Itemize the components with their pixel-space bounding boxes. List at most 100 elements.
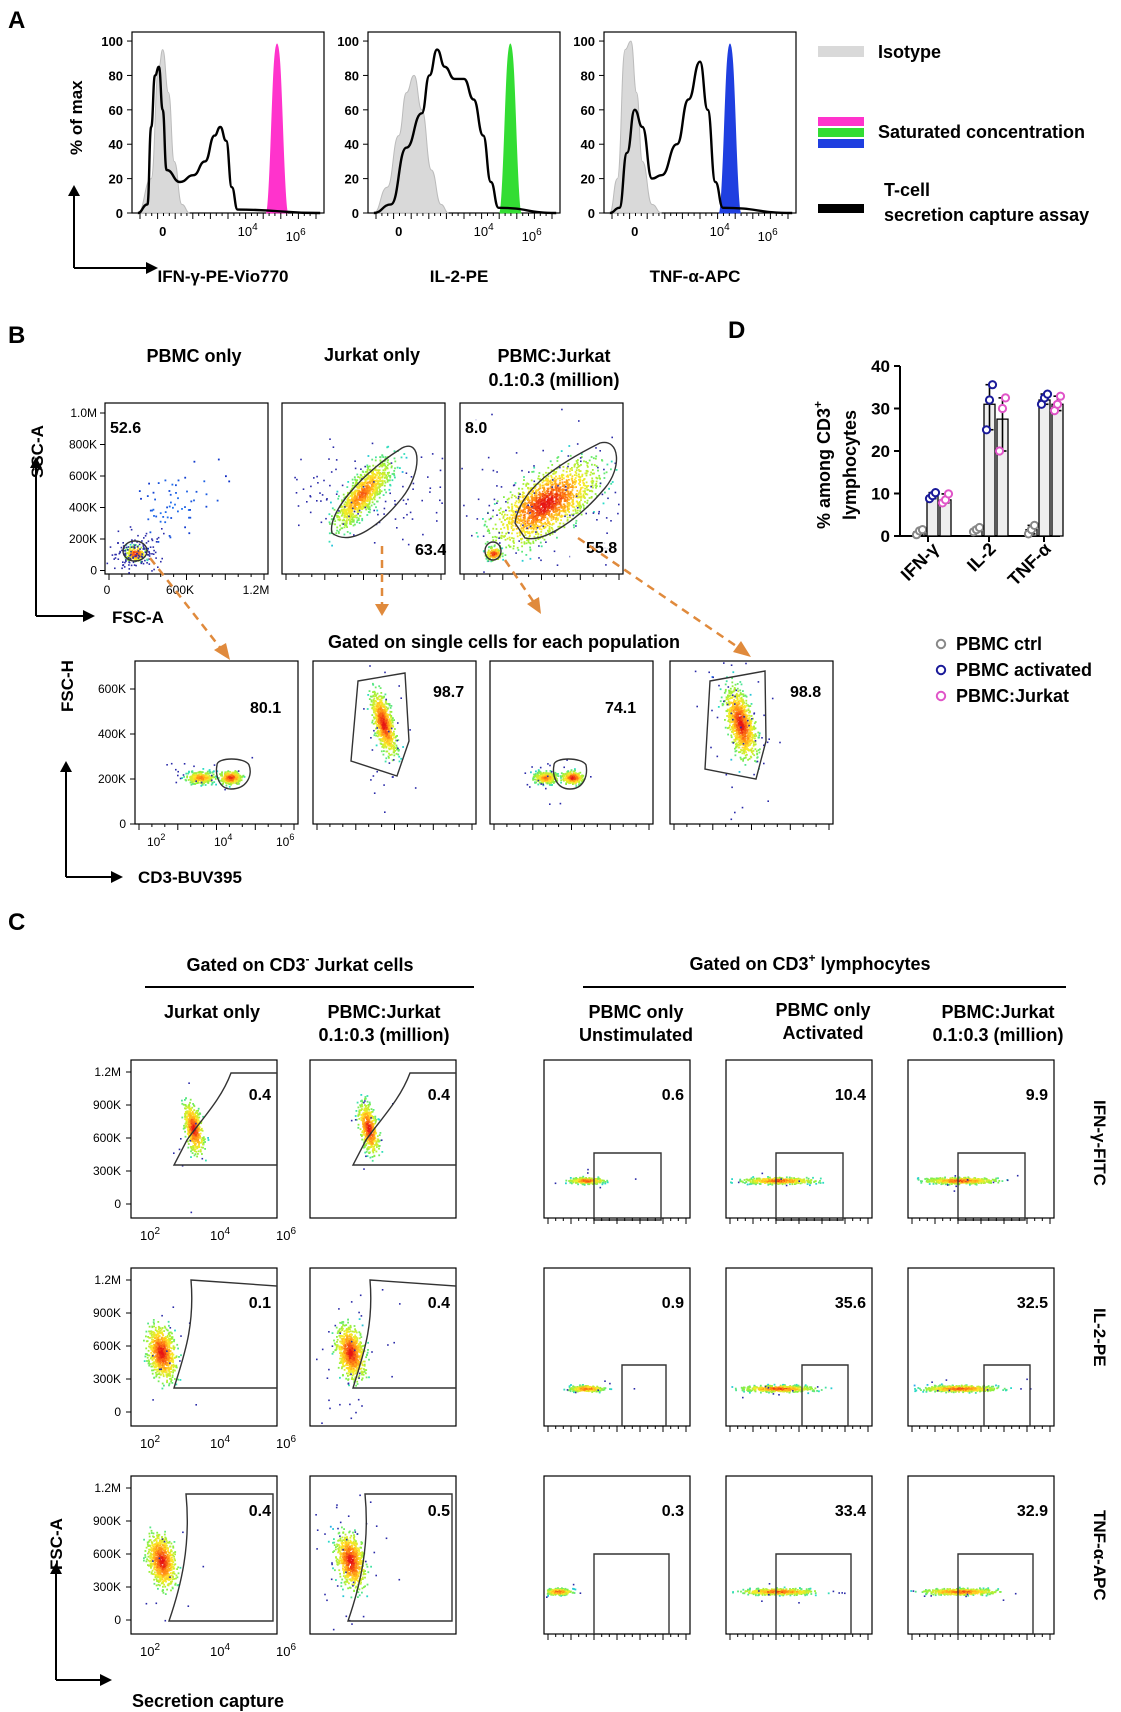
event-dot (537, 519, 540, 521)
event-dot (384, 727, 387, 730)
event-dot (190, 775, 193, 778)
event-dot (381, 724, 384, 726)
event-dot (542, 476, 545, 478)
event-dot (553, 493, 556, 496)
event-dot (220, 779, 223, 782)
event-dot (207, 782, 210, 784)
event-dot (463, 504, 465, 507)
event-dot (204, 779, 206, 781)
event-dot (373, 542, 376, 544)
event-dot (376, 725, 378, 728)
event-dot (363, 490, 366, 493)
event-dot (555, 471, 558, 473)
panel-label-b: B (8, 322, 25, 349)
event-dot (224, 771, 227, 774)
event-dot (336, 529, 338, 532)
event-dot (513, 510, 516, 513)
event-dot (529, 508, 531, 511)
event-dot (547, 509, 550, 512)
event-dot (377, 493, 380, 496)
event-dot (400, 697, 402, 699)
event-dot (378, 465, 381, 468)
event-dot (569, 516, 571, 519)
event-dot (544, 492, 547, 495)
y-tick-label: 0 (90, 564, 97, 578)
event-dot (401, 471, 404, 473)
event-dot (615, 469, 618, 471)
event-dot (582, 484, 585, 486)
event-dot (377, 725, 380, 727)
event-dot (193, 772, 196, 774)
event-dot (553, 480, 555, 483)
event-dot (547, 466, 550, 469)
event-dot (560, 500, 562, 502)
event-dot (545, 478, 548, 481)
event-dot (546, 487, 549, 490)
event-dot (378, 698, 381, 701)
event-dot (581, 473, 584, 476)
event-dot (216, 499, 219, 502)
event-dot (575, 519, 578, 522)
event-dot (164, 479, 167, 482)
event-dot (227, 782, 230, 785)
event-dot (591, 463, 593, 466)
event-dot (362, 495, 364, 498)
event-dot (387, 716, 390, 719)
event-dot (585, 493, 587, 495)
event-dot (574, 508, 577, 511)
x-minor-ticks (139, 213, 317, 219)
event-dot (175, 492, 177, 494)
event-dot (386, 742, 389, 745)
event-dot (338, 519, 341, 522)
event-dot (534, 539, 537, 542)
event-dot (572, 495, 575, 497)
event-dot (599, 482, 602, 485)
event-dot (529, 542, 532, 545)
event-dot (405, 503, 407, 505)
event-dot (390, 705, 393, 707)
event-dot (388, 703, 391, 705)
event-dot (533, 465, 535, 467)
event-dot (351, 518, 354, 520)
event-dot (571, 467, 573, 469)
event-dot (154, 498, 156, 501)
event-dot (209, 772, 212, 774)
event-dot (377, 472, 380, 475)
event-dot (385, 750, 388, 753)
event-dot (380, 722, 382, 725)
event-dot (522, 527, 525, 530)
event-dot (490, 554, 492, 557)
event-dot (368, 690, 371, 692)
event-dot (384, 811, 386, 813)
cd3-fsch-plot-1: 80.1 (134, 660, 299, 830)
event-dot (368, 503, 370, 506)
event-dot (391, 737, 394, 740)
event-dot (585, 486, 588, 489)
event-dot (548, 773, 550, 776)
event-dot (589, 474, 592, 476)
event-dot (121, 567, 123, 570)
event-dot (365, 508, 368, 511)
event-dot (366, 505, 368, 508)
event-dot (374, 732, 376, 735)
event-dot (360, 507, 363, 510)
event-dot (532, 506, 535, 508)
event-dot (558, 483, 560, 486)
event-dot (536, 516, 539, 518)
event-dot (523, 476, 525, 478)
event-dot (200, 784, 203, 787)
event-dot (389, 713, 391, 716)
event-dot (362, 482, 364, 484)
event-dot (377, 721, 379, 723)
event-dot (378, 487, 380, 489)
event-dot (211, 782, 214, 785)
event-dot (376, 697, 379, 699)
event-dot (506, 531, 509, 534)
event-dot (237, 776, 240, 779)
event-dot (384, 736, 386, 739)
event-dot (389, 475, 392, 477)
event-dot (377, 729, 380, 732)
event-dot (555, 483, 558, 485)
event-dot (563, 526, 566, 529)
event-dot (546, 524, 549, 527)
